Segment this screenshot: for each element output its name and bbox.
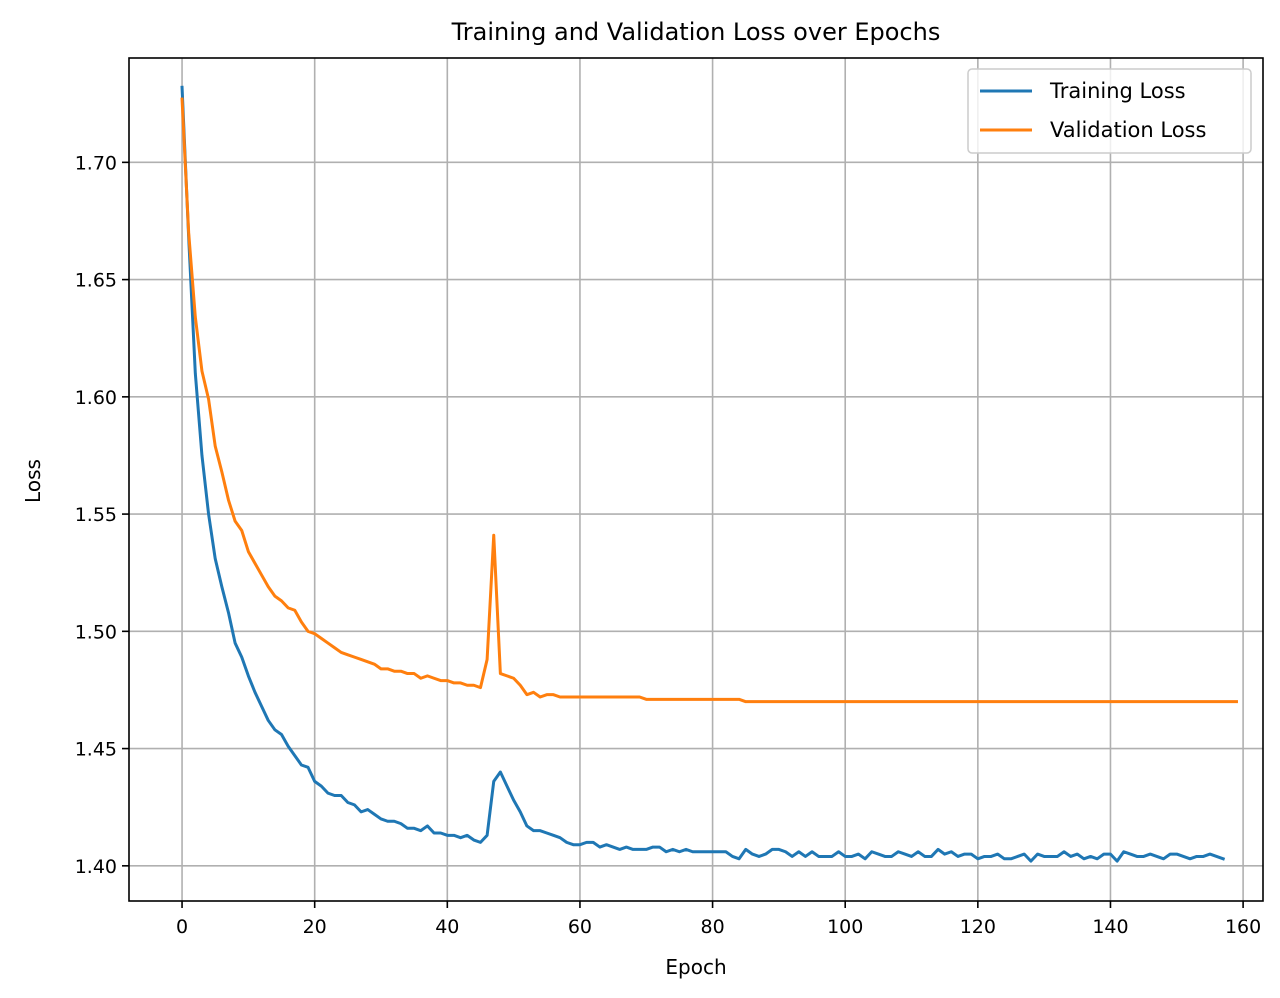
y-tick-label: 1.60 — [75, 387, 117, 409]
legend: Training Loss Validation Loss — [967, 68, 1252, 154]
y-axis-label: Loss — [21, 459, 45, 503]
x-axis-label: Epoch — [665, 955, 726, 979]
x-tick-label: 40 — [435, 916, 459, 938]
grid-lines — [129, 58, 1263, 901]
x-tick-label: 100 — [827, 916, 863, 938]
y-tick-label: 1.45 — [75, 739, 117, 761]
x-tick-label: 80 — [700, 916, 724, 938]
y-tick-label: 1.40 — [75, 856, 117, 878]
series-lines — [180, 85, 1238, 863]
legend-box — [967, 68, 1252, 154]
y-tick-label: 1.50 — [75, 621, 117, 643]
x-tick-label: 160 — [1225, 916, 1261, 938]
series-line-validation-loss — [180, 97, 1238, 704]
plot-frame — [128, 57, 1264, 902]
x-tick-label: 120 — [960, 916, 996, 938]
chart-title: Training and Validation Loss over Epochs — [451, 18, 941, 46]
legend-label-training-loss: Training Loss — [1049, 79, 1186, 103]
axis-ticks: 0 20 40 60 80 100 120 140 160 1.40 1.45 1.50 1.55 1.6… — [75, 152, 1262, 938]
x-tick-label: 0 — [176, 916, 188, 938]
series-line-training-loss — [180, 85, 1226, 863]
y-tick-label: 1.70 — [75, 152, 117, 174]
y-tick-label: 1.65 — [75, 270, 117, 292]
y-tick-label: 1.55 — [75, 504, 117, 526]
x-tick-label: 140 — [1092, 916, 1128, 938]
x-tick-label: 60 — [568, 916, 592, 938]
x-tick-label: 20 — [303, 916, 327, 938]
legend-label-validation-loss: Validation Loss — [1050, 118, 1206, 142]
